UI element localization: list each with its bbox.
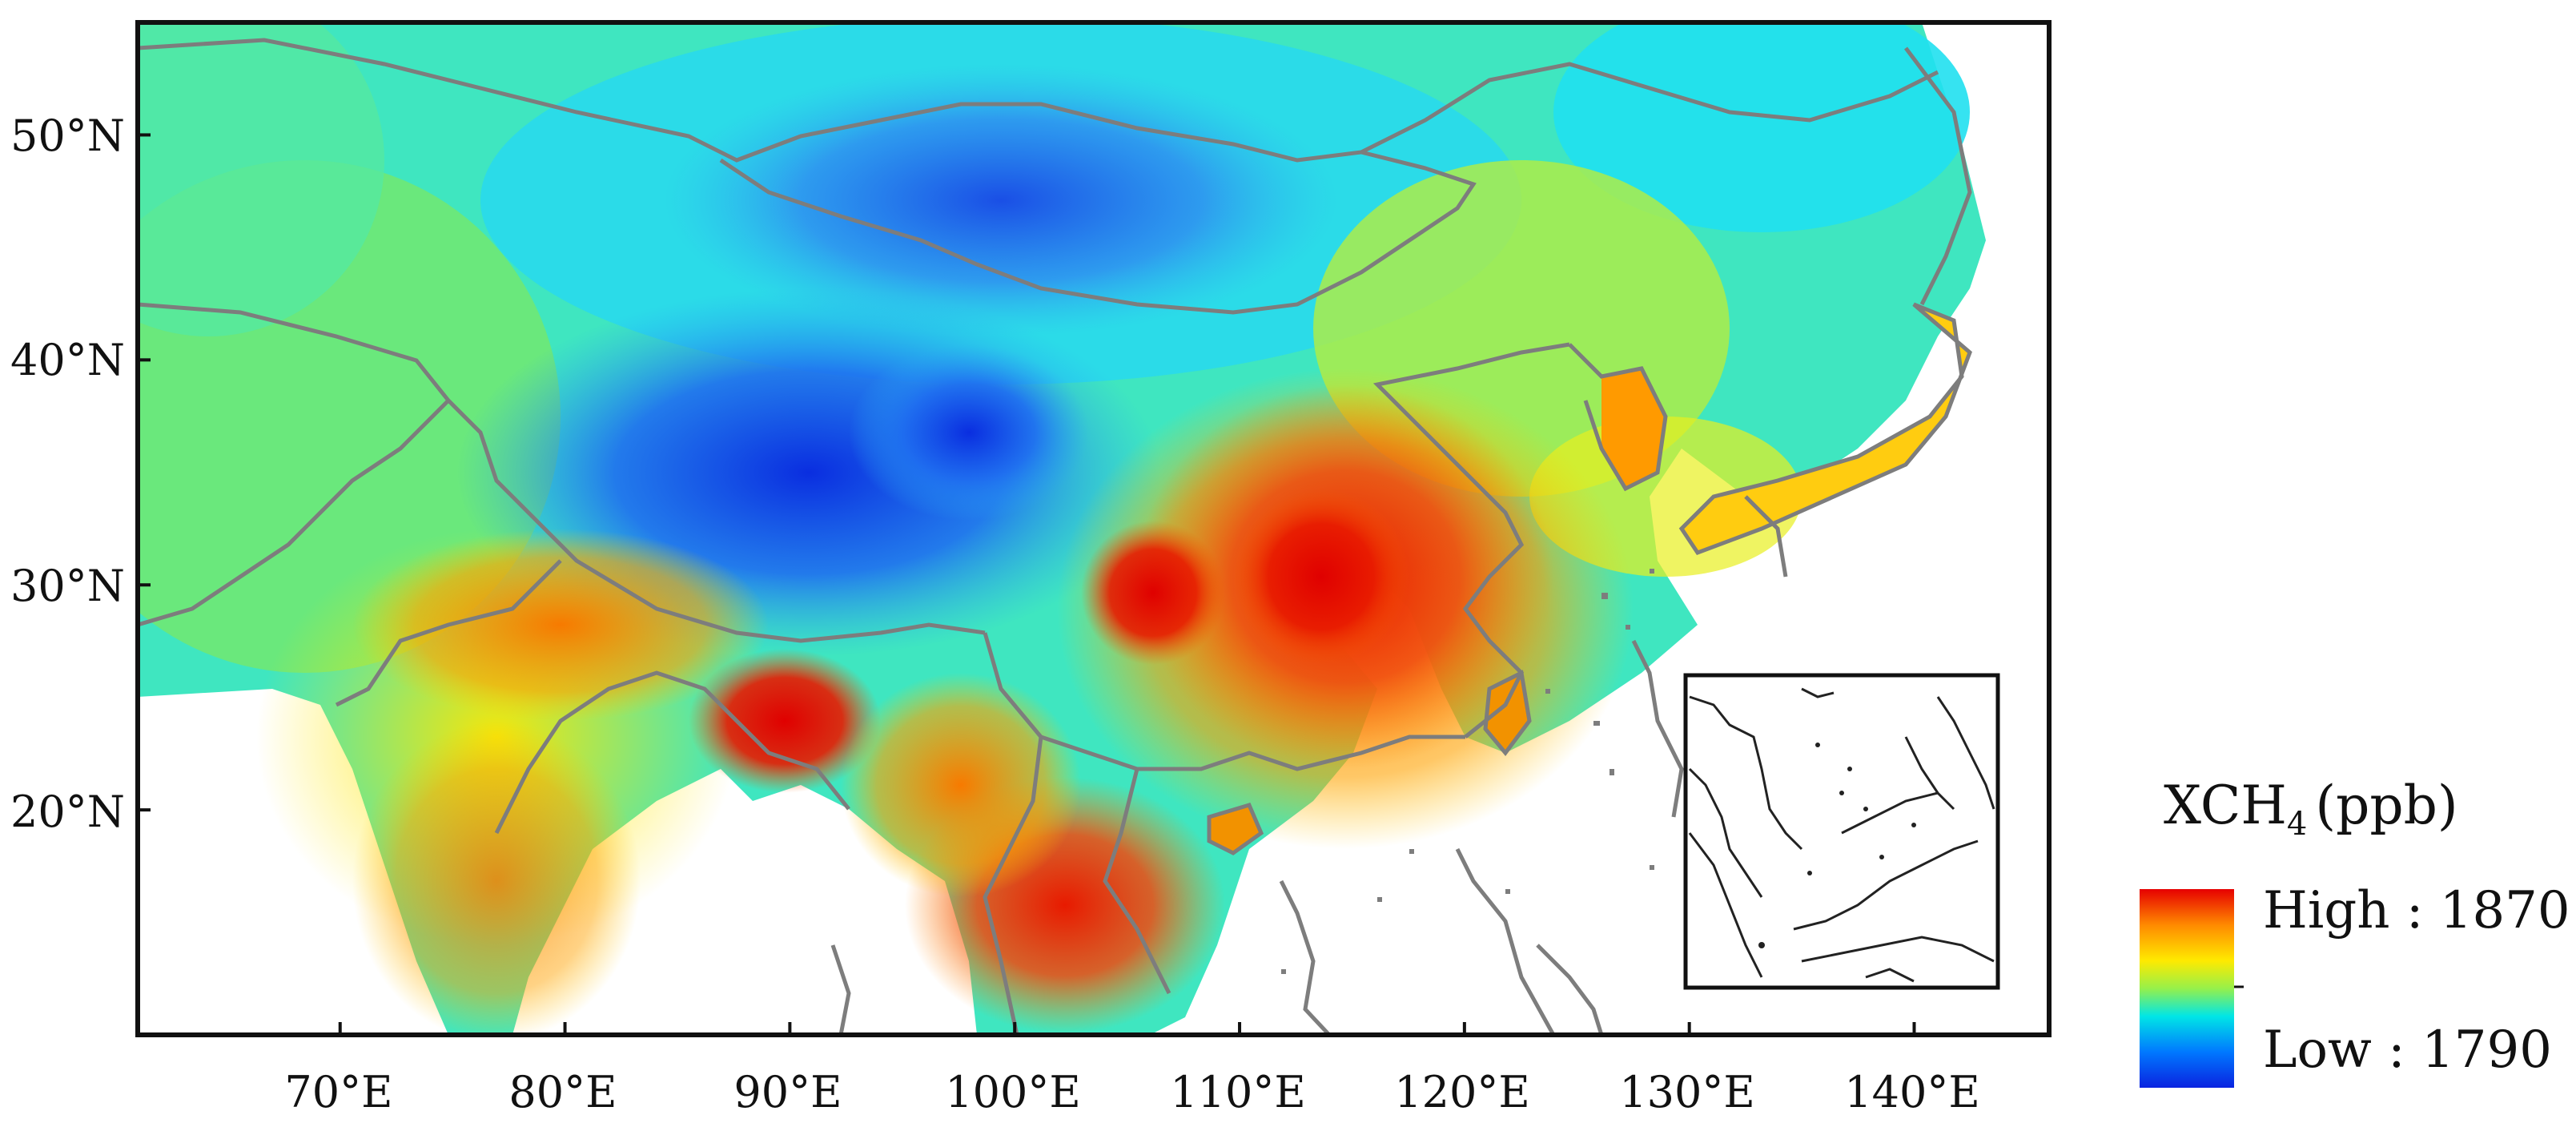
legend-low-label: Low : 1790 bbox=[2263, 1020, 2552, 1080]
south-china-sea-inset bbox=[1683, 673, 2000, 990]
map-frame bbox=[135, 20, 2052, 1037]
legend-color-ramp bbox=[2140, 889, 2234, 1088]
lat-label-50: 50°N bbox=[10, 111, 125, 161]
map-panel bbox=[135, 20, 2052, 1037]
lon-label-130: 130°E bbox=[1619, 1067, 1755, 1117]
legend-title-unit: (ppb) bbox=[2315, 775, 2457, 836]
legend-title-subscript: 4 bbox=[2287, 806, 2307, 843]
lon-label-90: 90°E bbox=[733, 1067, 842, 1117]
legend-high-label: High : 1870 bbox=[2263, 881, 2570, 940]
lat-label-20: 20°N bbox=[10, 787, 125, 837]
lat-label-40: 40°N bbox=[10, 335, 125, 385]
lon-label-100: 100°E bbox=[945, 1067, 1081, 1117]
legend-title-main: XCH bbox=[2164, 775, 2287, 836]
lon-label-70: 70°E bbox=[284, 1067, 392, 1117]
lat-label-30: 30°N bbox=[10, 561, 125, 611]
latitude-labels: 50°N 40°N 30°N 20°N bbox=[10, 111, 125, 837]
lon-label-140: 140°E bbox=[1844, 1067, 1980, 1117]
lon-label-80: 80°E bbox=[508, 1067, 617, 1117]
lon-label-120: 120°E bbox=[1394, 1067, 1530, 1117]
lon-label-110: 110°E bbox=[1170, 1067, 1306, 1117]
longitude-labels: 70°E 80°E 90°E 100°E 110°E 120°E 130°E 1… bbox=[284, 1067, 1979, 1117]
color-legend: XCH4 (ppb) High : 1870 Low : 1790 bbox=[2140, 775, 2570, 1088]
country-borders bbox=[138, 38, 1972, 1035]
legend-title: XCH4 (ppb) bbox=[2164, 775, 2458, 843]
